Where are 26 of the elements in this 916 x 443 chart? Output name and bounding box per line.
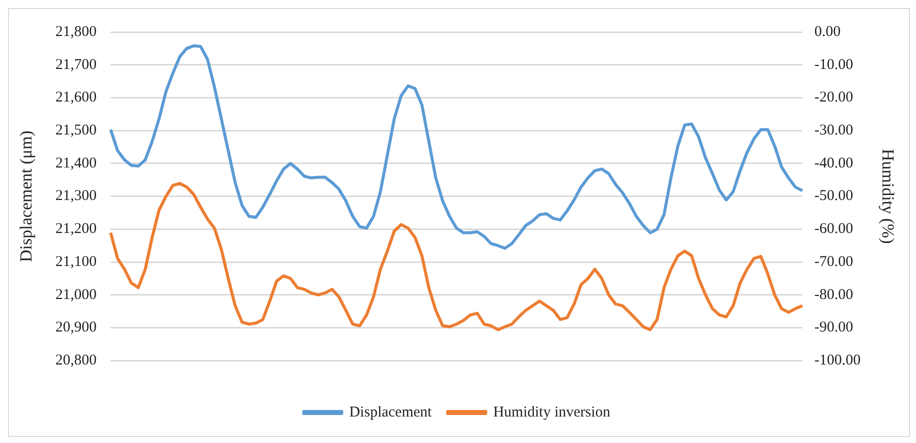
y2-axis-title: Humidity (%) xyxy=(878,148,898,244)
y-tick-label: 20,900 xyxy=(55,320,97,336)
y2-tick-label: -100.00 xyxy=(814,352,861,369)
y2-tick-label: -90.00 xyxy=(814,320,854,336)
y2-tick-label: -10.00 xyxy=(814,56,854,73)
legend-label: Displacement xyxy=(349,404,433,420)
y2-tick-label: 0.00 xyxy=(814,24,841,40)
y2-tick-label: -70.00 xyxy=(814,254,854,270)
y-tick-label: 21,600 xyxy=(55,90,97,106)
y-axis-title: Displacement (μm) xyxy=(16,130,36,262)
y2-tick-label: -80.00 xyxy=(814,286,854,303)
y2-tick-label: -20.00 xyxy=(814,90,854,106)
y2-tick-label: -30.00 xyxy=(814,122,854,139)
legend-label: Humidity inversion xyxy=(493,404,611,420)
y-tick-label: 21,200 xyxy=(55,221,97,238)
y-tick-label: 21,300 xyxy=(55,188,97,204)
y-tick-label: 21,100 xyxy=(55,254,97,270)
y-tick-label: 21,400 xyxy=(55,155,97,172)
y-tick-label: 21,800 xyxy=(55,24,97,40)
y2-tick-label: -50.00 xyxy=(814,188,854,204)
y2-tick-label: -40.00 xyxy=(814,155,854,172)
y-tick-label: 20,800 xyxy=(55,352,97,369)
y-tick-label: 21,000 xyxy=(55,286,97,303)
y-tick-label: 21,500 xyxy=(55,122,97,139)
y-tick-label: 21,700 xyxy=(55,56,97,73)
y2-tick-label: -60.00 xyxy=(814,221,854,238)
